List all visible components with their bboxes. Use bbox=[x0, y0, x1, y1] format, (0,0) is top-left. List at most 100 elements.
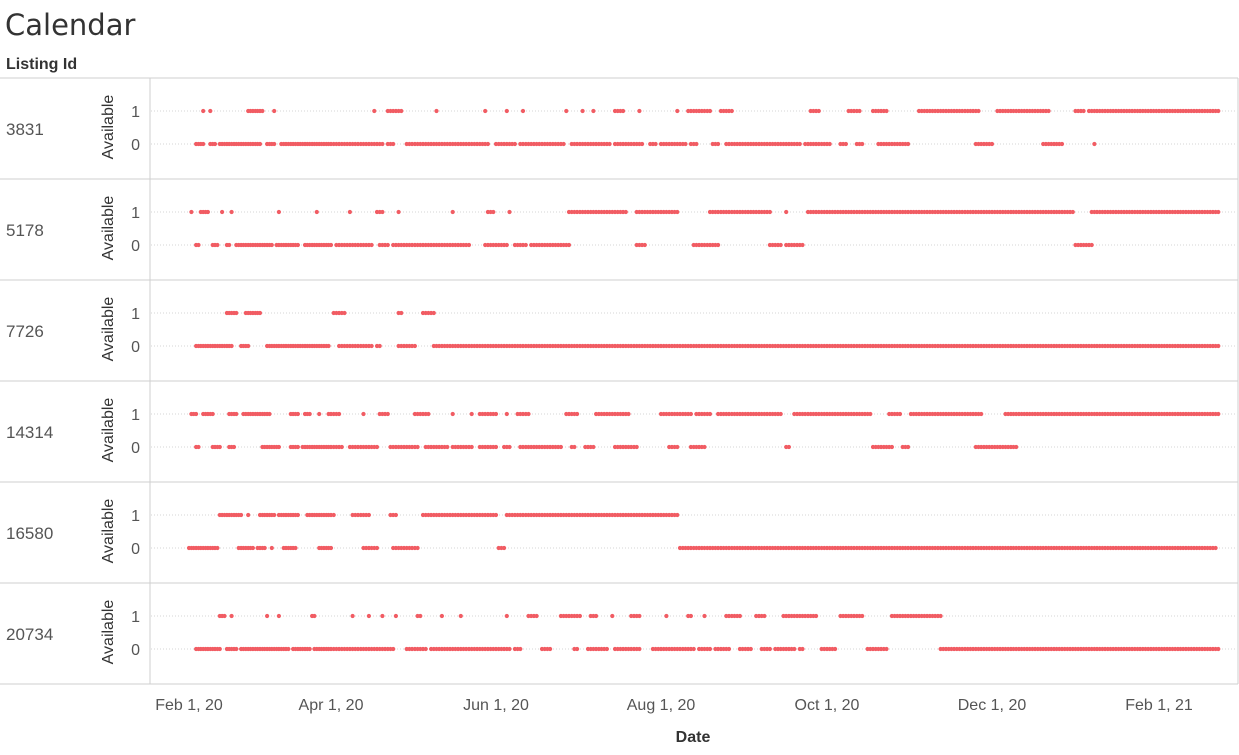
availability-point-0 bbox=[634, 444, 639, 450]
availability-point-1 bbox=[580, 108, 585, 114]
availability-point-1 bbox=[868, 411, 873, 417]
availability-point-1 bbox=[504, 411, 509, 417]
availability-point-0 bbox=[604, 646, 610, 652]
availability-point-1 bbox=[265, 613, 270, 619]
availability-point-1 bbox=[564, 108, 569, 114]
availability-point-1 bbox=[260, 108, 265, 114]
availability-point-1 bbox=[504, 613, 509, 619]
availability-point-1 bbox=[737, 613, 743, 619]
availability-point-0 bbox=[391, 141, 396, 147]
availability-point-1 bbox=[814, 613, 819, 619]
availability-point-0 bbox=[257, 141, 263, 147]
availability-point-0 bbox=[217, 646, 222, 652]
y-tick-label-1: 1 bbox=[131, 508, 140, 525]
availability-point-1 bbox=[295, 512, 300, 518]
availability-point-1 bbox=[257, 310, 263, 316]
availability-point-1 bbox=[493, 512, 499, 518]
availability-point-0 bbox=[507, 646, 512, 652]
availability-point-1 bbox=[276, 613, 281, 619]
availability-point-0 bbox=[1089, 242, 1094, 248]
availability-point-1 bbox=[938, 613, 943, 619]
listing-panel-16580: 16580 Available 1 0 bbox=[0, 499, 1238, 584]
availability-point-1 bbox=[450, 209, 455, 215]
availability-point-0 bbox=[272, 141, 277, 147]
y-axis-label: Available bbox=[100, 499, 117, 564]
availability-point-0 bbox=[374, 545, 380, 551]
availability-point-0 bbox=[607, 141, 612, 147]
availability-point-1 bbox=[194, 411, 199, 417]
availability-point-1 bbox=[208, 108, 213, 114]
listing-id-label: 14314 bbox=[6, 423, 53, 442]
availability-point-1 bbox=[507, 209, 512, 215]
availability-point-1 bbox=[205, 209, 210, 215]
availability-point-0 bbox=[572, 444, 577, 450]
availability-point-1 bbox=[272, 108, 277, 114]
x-tick-label: Apr 1, 20 bbox=[299, 697, 364, 714]
availability-point-1 bbox=[342, 310, 347, 316]
availability-point-0 bbox=[653, 141, 658, 147]
availability-point-0 bbox=[1213, 545, 1218, 551]
availability-point-0 bbox=[884, 646, 889, 652]
availability-point-0 bbox=[293, 545, 298, 551]
listing-id-label: 5178 bbox=[6, 221, 44, 240]
availability-point-0 bbox=[707, 646, 713, 652]
availability-point-1 bbox=[366, 613, 371, 619]
availability-point-1 bbox=[702, 613, 707, 619]
availability-point-1 bbox=[312, 613, 317, 619]
availability-point-0 bbox=[295, 242, 300, 248]
availability-point-0 bbox=[675, 444, 680, 450]
availability-point-0 bbox=[518, 646, 523, 652]
availability-point-1 bbox=[234, 411, 239, 417]
x-tick-label: Oct 1, 20 bbox=[795, 697, 860, 714]
availability-point-0 bbox=[1216, 646, 1221, 652]
availability-point-1 bbox=[1216, 411, 1221, 417]
availability-point-1 bbox=[307, 411, 312, 417]
availability-point-1 bbox=[637, 613, 642, 619]
listing-id-label: 3831 bbox=[6, 120, 44, 139]
availability-point-0 bbox=[786, 444, 792, 450]
availability-point-0 bbox=[512, 141, 518, 147]
availability-point-1 bbox=[594, 613, 599, 619]
availability-point-1 bbox=[393, 613, 398, 619]
availability-point-0 bbox=[391, 646, 396, 652]
availability-point-0 bbox=[1216, 343, 1221, 349]
y-axis-label: Available bbox=[100, 398, 117, 463]
availability-point-1 bbox=[380, 209, 385, 215]
availability-point-0 bbox=[445, 444, 450, 450]
availability-point-0 bbox=[250, 545, 255, 551]
availability-point-1 bbox=[526, 411, 531, 417]
availability-point-1 bbox=[707, 411, 713, 417]
availability-point-1 bbox=[331, 512, 336, 518]
availability-point-1 bbox=[317, 411, 322, 417]
availability-point-0 bbox=[702, 444, 707, 450]
availability-point-0 bbox=[377, 343, 382, 349]
availability-point-0 bbox=[1092, 141, 1097, 147]
availability-point-1 bbox=[591, 108, 596, 114]
availability-point-0 bbox=[558, 444, 564, 450]
availability-point-1 bbox=[816, 108, 821, 114]
availability-point-0 bbox=[262, 545, 267, 551]
availability-point-1 bbox=[1070, 209, 1075, 215]
availability-point-0 bbox=[989, 141, 995, 147]
availability-point-0 bbox=[380, 141, 385, 147]
availability-point-0 bbox=[507, 444, 512, 450]
availability-point-0 bbox=[196, 444, 201, 450]
availability-point-1 bbox=[664, 613, 669, 619]
availability-point-1 bbox=[469, 411, 474, 417]
availability-point-1 bbox=[1216, 108, 1221, 114]
listing-panel-5178: 5178 Available 1 0 bbox=[0, 196, 1238, 281]
availability-point-0 bbox=[691, 646, 696, 652]
availability-point-1 bbox=[675, 209, 680, 215]
availability-point-0 bbox=[307, 646, 312, 652]
availability-point-0 bbox=[215, 242, 220, 248]
availability-point-1 bbox=[431, 310, 436, 316]
availability-point-1 bbox=[393, 512, 398, 518]
availability-point-1 bbox=[380, 613, 385, 619]
availability-point-1 bbox=[220, 209, 225, 215]
availability-point-1 bbox=[295, 411, 300, 417]
listing-id-label: 16580 bbox=[6, 524, 53, 543]
availability-point-1 bbox=[234, 310, 239, 316]
availability-point-0 bbox=[683, 141, 688, 147]
y-tick-label-0: 0 bbox=[131, 440, 140, 457]
